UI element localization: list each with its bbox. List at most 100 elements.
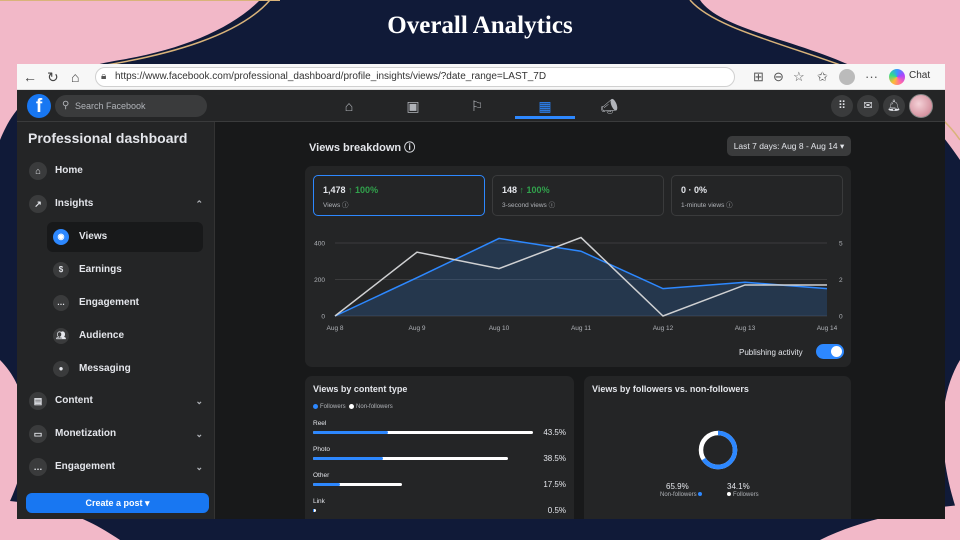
date-range-label: Last 7 days: Aug 8 - Aug 14	[733, 141, 838, 151]
content-type-bar	[313, 483, 402, 486]
content-type-title: Views by content type	[313, 384, 408, 394]
sidebar-title: Professional dashboard	[28, 130, 188, 146]
sidebar-item-content[interactable]: ▤ Content ⌄	[23, 386, 209, 416]
menu-icon[interactable]: ⠿	[831, 95, 853, 117]
metric-value: 148 ↑ 100%	[502, 185, 550, 195]
zoom-icon[interactable]: ⊖	[773, 69, 784, 84]
nav-dashboard-icon[interactable]: ▦	[515, 95, 575, 119]
legend-dot-nonfollowers	[698, 492, 703, 497]
notifications-icon[interactable]: 🔔︎	[883, 95, 905, 117]
info-icon[interactable]: ⓘ	[404, 142, 416, 154]
fb-topbar: f ⚲ Search Facebook ⌂ ▣ ⚐ ▦ 📣︎ ⠿ ✉ 🔔︎	[17, 90, 945, 122]
metric-value: 0 · 0%	[681, 185, 708, 195]
content-icon: ▤	[29, 392, 47, 410]
followers-pct: 34.1%	[727, 482, 750, 491]
favorite-icon[interactable]: ☆	[793, 69, 805, 84]
content-type-bar	[313, 509, 316, 512]
profile-icon[interactable]	[839, 69, 855, 85]
metric-1m-views[interactable]: 0 · 0% 1-minute views ⓘ	[671, 175, 843, 216]
views-breakdown-card: 1,478 ↑ 100% Views ⓘ 148 ↑ 100% 3-second…	[305, 166, 851, 367]
main-content: Views breakdown ⓘ Last 7 days: Aug 8 - A…	[215, 122, 945, 519]
y-tick-left: 400	[314, 241, 325, 248]
publishing-activity-label: Publishing activity	[739, 348, 803, 357]
x-tick-label: Aug 11	[571, 325, 592, 332]
sidebar-item-label: Engagement	[55, 461, 116, 472]
more-icon[interactable]: ···	[865, 69, 878, 84]
create-post-button[interactable]: Create a post ▾	[26, 493, 209, 513]
reload-icon[interactable]: ↻	[47, 69, 59, 85]
sidebar-item-monetization[interactable]: ▭ Monetization ⌄	[23, 419, 209, 449]
money-icon: ▭	[29, 425, 47, 443]
x-tick-label: Aug 13	[735, 325, 756, 332]
metric-value: 1,478 ↑ 100%	[323, 185, 379, 195]
eye-icon: ◉	[53, 229, 69, 245]
sidebar-item-messaging[interactable]: ● Messaging	[47, 354, 203, 384]
favorites-bar-icon[interactable]: ✩	[817, 69, 828, 84]
avatar[interactable]	[909, 94, 933, 118]
sidebar-item-label: Home	[55, 165, 83, 176]
content-type-row: Reel 43.5%	[313, 420, 566, 444]
sidebar-item-insights[interactable]: ↗ Insights ⌃	[23, 189, 209, 219]
chevron-up-icon: ⌃	[195, 199, 203, 209]
nav-video-icon[interactable]: ▣	[406, 98, 420, 114]
publishing-activity-toggle[interactable]	[816, 344, 844, 359]
content-type-bar	[313, 457, 508, 460]
legend-dot-nonfollowers	[349, 404, 355, 409]
content-type-name: Reel	[313, 420, 327, 427]
sidebar-item-label: Messaging	[79, 363, 131, 374]
copilot-icon[interactable]	[889, 69, 905, 85]
nav-ads-icon[interactable]: 📣︎	[600, 98, 618, 114]
caret-down-icon: ▾	[145, 498, 150, 508]
content-type-pct: 17.5%	[543, 480, 566, 489]
dollar-icon: $	[53, 262, 69, 278]
lock-icon: 🔒︎	[101, 71, 107, 82]
info-icon[interactable]: ⓘ	[548, 202, 556, 209]
chevron-down-icon: ⌄	[195, 429, 203, 439]
back-icon[interactable]: ←	[23, 69, 37, 85]
info-icon[interactable]: ⓘ	[342, 202, 349, 209]
sidebar-item-engagement-group[interactable]: … Engagement ⌄	[23, 452, 209, 482]
chat-label[interactable]: Chat	[909, 70, 931, 81]
search-icon: ⚲	[62, 100, 70, 111]
nav-home-icon[interactable]: ⌂	[344, 98, 354, 114]
grid-icon[interactable]: ⊞	[753, 69, 764, 84]
metric-change: ↑ 100%	[348, 185, 379, 195]
messenger-icon[interactable]: ✉	[857, 95, 879, 117]
metric-views[interactable]: 1,478 ↑ 100% Views ⓘ	[313, 175, 485, 216]
trend-icon: ↗	[29, 195, 47, 213]
sidebar-item-views[interactable]: ◉ Views	[47, 222, 203, 252]
content-type-row: Photo 38.5%	[313, 446, 566, 470]
x-tick-label: Aug 9	[409, 325, 426, 332]
chevron-down-icon: ⌄	[195, 462, 203, 472]
followers-donut	[698, 430, 738, 470]
search-input[interactable]: ⚲ Search Facebook	[55, 95, 207, 117]
legend-followers: Followers	[320, 404, 346, 411]
nav-pages-icon[interactable]: ⚐	[470, 98, 484, 114]
toggle-knob	[831, 346, 842, 357]
content-type-bar-followers	[313, 431, 388, 434]
sidebar-item-earnings[interactable]: $ Earnings	[47, 255, 203, 285]
content-type-pct: 38.5%	[543, 454, 566, 463]
facebook-logo-icon[interactable]: f	[27, 94, 51, 118]
series-line-1	[334, 236, 827, 317]
x-tick-label: Aug 12	[653, 325, 674, 332]
content-type-bar-followers	[313, 483, 340, 486]
metric-3s-views[interactable]: 148 ↑ 100% 3-second views ⓘ	[492, 175, 664, 216]
browser-toolbar: ← ↻ ⌂ 🔒︎ https://www.facebook.com/profes…	[17, 64, 945, 90]
chat-bubble-icon: …	[29, 458, 47, 476]
views-breakdown-title: Views breakdown ⓘ	[309, 139, 415, 155]
info-icon[interactable]: ⓘ	[726, 202, 733, 209]
x-tick-label: Aug 14	[817, 325, 838, 332]
address-bar[interactable]: 🔒︎ https://www.facebook.com/professional…	[95, 67, 735, 87]
views-breakdown-label: Views breakdown	[309, 142, 402, 154]
search-placeholder: Search Facebook	[75, 101, 146, 111]
sidebar-item-audience[interactable]: 👥︎ Audience	[47, 321, 203, 351]
sidebar-item-home[interactable]: ⌂ Home	[23, 156, 209, 186]
sidebar-item-label: Insights	[55, 198, 94, 209]
metric-change: ↑ 100%	[519, 185, 550, 195]
home-icon: ⌂	[29, 162, 47, 180]
home-icon[interactable]: ⌂	[71, 69, 80, 85]
slide-title: Overall Analytics	[387, 12, 573, 39]
sidebar-item-engagement[interactable]: … Engagement	[47, 288, 203, 318]
date-range-dropdown[interactable]: Last 7 days: Aug 8 - Aug 14 ▾	[727, 136, 851, 156]
